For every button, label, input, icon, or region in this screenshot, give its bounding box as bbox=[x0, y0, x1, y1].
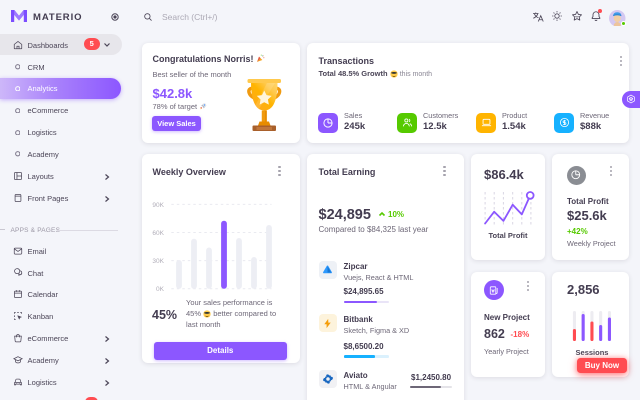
svg-text:60K: 60K bbox=[152, 230, 164, 237]
svg-text:90K: 90K bbox=[152, 202, 164, 209]
svg-text:30K: 30K bbox=[152, 258, 164, 265]
svg-text:0K: 0K bbox=[156, 286, 165, 293]
